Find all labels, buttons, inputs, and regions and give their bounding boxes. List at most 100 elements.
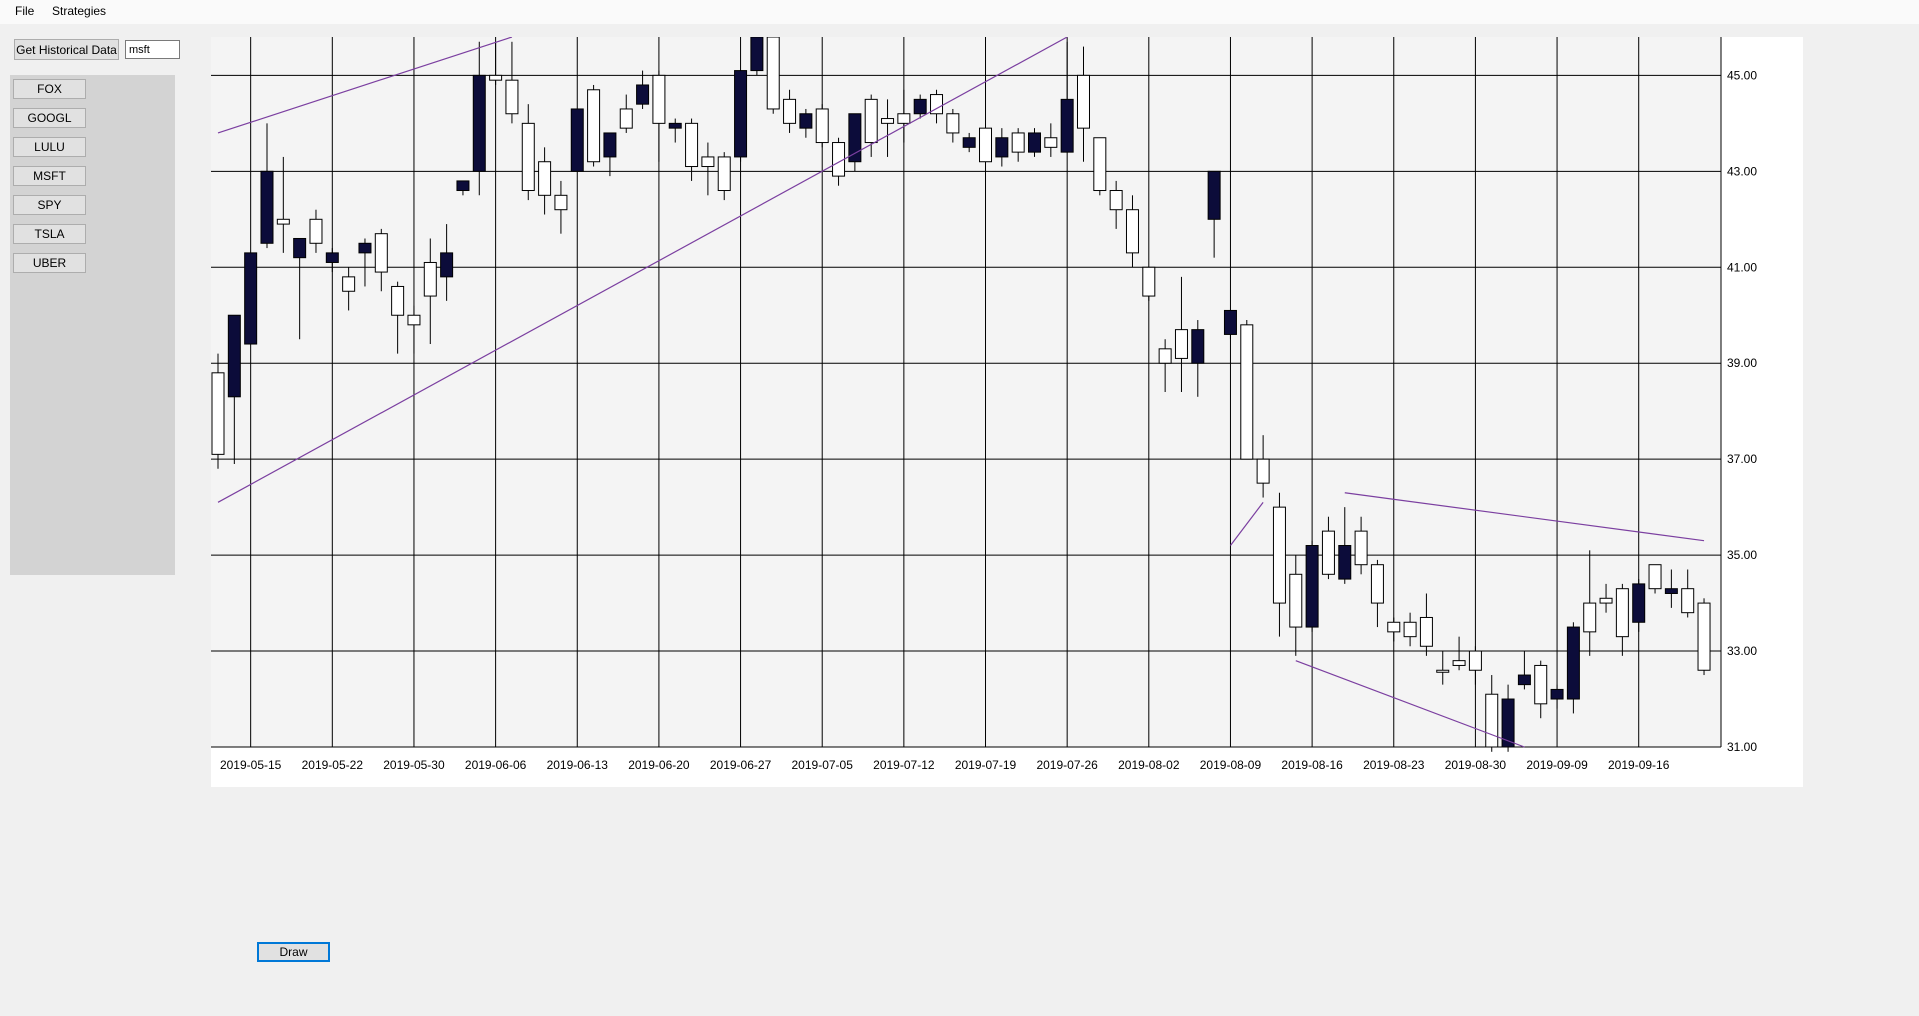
candle-body xyxy=(1681,588,1695,614)
candle-body xyxy=(652,74,666,124)
candle-body xyxy=(1436,669,1450,673)
candle-body xyxy=(1158,348,1172,364)
candle-body xyxy=(1223,309,1237,335)
candle-body xyxy=(848,113,862,163)
trendline xyxy=(1295,660,1525,748)
candle-body xyxy=(1403,621,1417,638)
x-tick-label: 2019-09-09 xyxy=(1526,758,1588,772)
x-tick-label: 2019-09-16 xyxy=(1608,758,1670,772)
symbol-button-lulu[interactable]: LULU xyxy=(13,137,86,157)
candlestick-chart-panel: 45.00 43.00 41.00 39.00 37.00 35.00 33.00 31.00… xyxy=(211,37,1803,787)
symbol-button-tsla[interactable]: TSLA xyxy=(13,224,86,244)
get-historical-data-button[interactable]: Get Historical Data xyxy=(14,39,119,60)
candle-body xyxy=(1289,573,1303,628)
x-tick-label: 2019-08-16 xyxy=(1281,758,1343,772)
candle-body xyxy=(783,98,797,124)
menu-file[interactable]: File xyxy=(15,4,35,18)
candle-body xyxy=(391,285,405,316)
candle-body xyxy=(1338,545,1352,580)
candle-body xyxy=(456,180,470,192)
candle-body xyxy=(750,37,764,72)
menu-bar: File Strategies xyxy=(0,0,1919,24)
candle-body xyxy=(260,170,274,244)
candle-body xyxy=(815,108,829,144)
trendline xyxy=(1344,492,1705,542)
symbol-button-msft[interactable]: MSFT xyxy=(13,166,86,186)
y-tick-label: 45.00 xyxy=(1727,68,1757,82)
candle-body xyxy=(603,132,617,158)
x-tick-label: 2019-07-05 xyxy=(792,758,854,772)
candle-body xyxy=(1191,329,1205,364)
candle-body xyxy=(1060,98,1074,153)
symbol-button-googl[interactable]: GOOGL xyxy=(13,108,86,128)
candle-body xyxy=(1583,602,1597,633)
symbol-input[interactable] xyxy=(125,40,180,59)
candle-body xyxy=(930,94,944,115)
candle-body xyxy=(538,161,552,196)
candle-body xyxy=(685,122,699,168)
candlestick-chart: 45.00 43.00 41.00 39.00 37.00 35.00 33.00 31.00… xyxy=(211,37,1757,772)
candle-body xyxy=(374,233,388,273)
x-tick-label: 2019-08-23 xyxy=(1363,758,1425,772)
y-tick-label: 33.00 xyxy=(1727,644,1757,658)
candle-body xyxy=(1272,506,1286,604)
candle-body xyxy=(995,137,1009,158)
candle-body xyxy=(668,122,682,129)
candle-body xyxy=(489,74,503,81)
candle-body xyxy=(1044,137,1058,148)
candle-body xyxy=(1321,530,1335,575)
candle-body xyxy=(1387,621,1401,633)
candle-body xyxy=(962,137,976,148)
x-tick-label: 2019-06-20 xyxy=(628,758,690,772)
draw-button[interactable]: Draw xyxy=(257,942,330,962)
x-tick-label: 2019-07-19 xyxy=(955,758,1017,772)
candle-body xyxy=(325,252,339,263)
candle-body xyxy=(1207,170,1221,220)
candle-body xyxy=(570,108,584,172)
y-tick-label: 37.00 xyxy=(1727,452,1757,466)
candle-body xyxy=(946,113,960,134)
x-tick-label: 2019-07-12 xyxy=(873,758,935,772)
candle-body xyxy=(717,156,731,192)
candle-body xyxy=(505,79,519,115)
trendline xyxy=(1229,501,1264,546)
candle-body xyxy=(1305,545,1319,628)
candle-body xyxy=(587,89,601,163)
plot-area xyxy=(211,37,1721,747)
candle-body xyxy=(358,242,372,254)
x-tick-label: 2019-08-30 xyxy=(1445,758,1507,772)
candle-body xyxy=(472,74,486,172)
candle-body xyxy=(521,122,535,192)
candle-body xyxy=(1534,664,1548,705)
candle-body xyxy=(913,98,927,115)
candle-body xyxy=(766,37,780,110)
candle-body xyxy=(1076,74,1090,129)
symbol-button-uber[interactable]: UBER xyxy=(13,253,86,273)
symbol-button-spy[interactable]: SPY xyxy=(13,195,86,215)
candle-body xyxy=(1632,583,1646,623)
candle-body xyxy=(881,118,895,124)
candle-body xyxy=(244,252,258,345)
candle-body xyxy=(799,113,813,129)
trendline xyxy=(217,37,1068,503)
trendline xyxy=(217,37,513,134)
x-tick-label: 2019-08-09 xyxy=(1200,758,1262,772)
y-tick-label: 41.00 xyxy=(1727,260,1757,274)
candle-body xyxy=(1485,693,1499,748)
x-tick-label: 2019-07-26 xyxy=(1036,758,1098,772)
candle-body xyxy=(1093,137,1107,192)
candle-body xyxy=(619,108,633,129)
x-tick-label: 2019-06-27 xyxy=(710,758,772,772)
candle-body xyxy=(1011,132,1025,153)
menu-strategies[interactable]: Strategies xyxy=(52,4,107,18)
candle-body xyxy=(1468,650,1482,671)
y-tick-label: 39.00 xyxy=(1727,356,1757,370)
candle-body xyxy=(407,314,421,326)
symbol-button-fox[interactable]: FOX xyxy=(13,79,86,99)
candle-body xyxy=(1697,602,1711,671)
y-tick-label: 35.00 xyxy=(1727,548,1757,562)
candle-body xyxy=(1419,616,1433,647)
candle-body xyxy=(1142,266,1156,297)
candle-body xyxy=(554,194,568,211)
x-tick-label: 2019-06-13 xyxy=(547,758,609,772)
